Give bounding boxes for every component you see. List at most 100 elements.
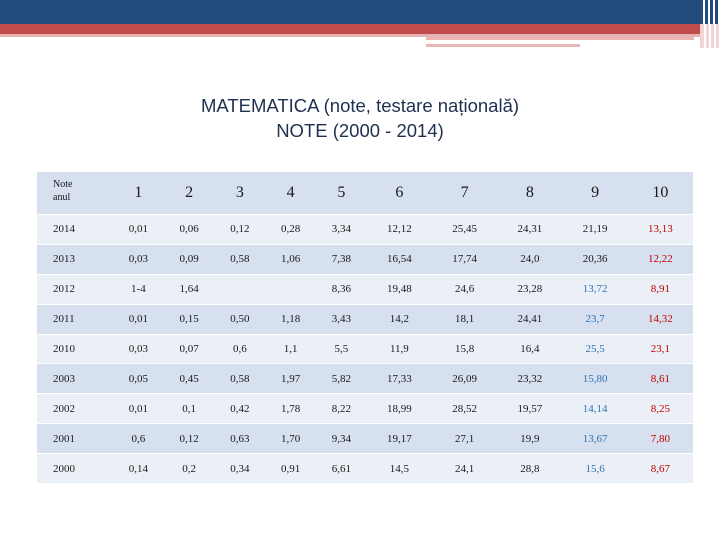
table-cell: 13,13	[627, 215, 693, 245]
table-cell: 0,50	[214, 304, 266, 335]
table-cell: 17,33	[366, 364, 432, 395]
table-cell: 0,14	[113, 454, 164, 485]
table-cell: 3,34	[316, 215, 367, 245]
row-year: 2012	[37, 274, 113, 305]
table-cell: 28,52	[432, 394, 498, 425]
table-cell: 8,22	[316, 394, 367, 425]
table-row: 2011 0,01 0,15 0,50 1,18 3,43 14,2 18,1 24,41 23,…	[37, 304, 693, 335]
table-cell: 0,01	[113, 394, 164, 425]
row-year: 2003	[37, 364, 113, 395]
table-cell: 5,82	[316, 364, 367, 395]
row-year: 2010	[37, 334, 113, 365]
table-cell: 0,12	[163, 424, 215, 455]
table-cell: 19,9	[497, 424, 563, 455]
table-cell: 0,05	[113, 364, 164, 395]
slide-title-line-1: MATEMATICA (note, testare națională)	[200, 95, 520, 116]
row-year: 2011	[37, 304, 113, 335]
row-year: 2014	[37, 215, 113, 245]
table-cell: 11,9	[366, 334, 432, 365]
table-cell: 0,45	[163, 364, 215, 395]
table-cell: 0,15	[163, 304, 215, 335]
table-cell: 12,12	[366, 215, 432, 245]
table-cell: 25,45	[432, 215, 498, 245]
top-accent-line	[0, 34, 700, 37]
column-header-grade: 6	[366, 172, 432, 215]
table-cell: 12,22	[627, 244, 693, 275]
table-cell: 18,1	[432, 304, 498, 335]
table-cell: 0,01	[113, 304, 164, 335]
table-cell: 0,58	[214, 244, 266, 275]
table-cell: 3,43	[316, 304, 367, 335]
corner-label-line: Note	[53, 179, 73, 190]
table-cell: 25,5	[562, 334, 628, 365]
table-cell: 14,14	[562, 394, 628, 425]
column-header-grade: 10	[627, 172, 693, 215]
table-row: 2003 0,05 0,45 0,58 1,97 5,82 17,33 26,09 23,32 1…	[37, 364, 693, 395]
table-cell: 23,32	[497, 364, 563, 395]
table-cell: 0,34	[214, 454, 266, 485]
table-cell: 7,80	[627, 424, 693, 455]
table-cell: 19,17	[366, 424, 432, 455]
top-accent-bar	[0, 24, 700, 34]
accent-line-right-1	[426, 37, 694, 40]
table-cell: 16,54	[366, 244, 432, 275]
table-cell: 18,99	[366, 394, 432, 425]
table-cell: 14,5	[366, 454, 432, 485]
grades-table: Note anul 1 2 3 4 5 6 7 8 9 10 2014 0,01 0,06 0,12 0,28 3…	[37, 172, 693, 485]
table-cell: 1,1	[265, 334, 316, 365]
table-row: 2012 1-4 1,64 8,36 19,48 24,6 23,28 13,72 8,91	[37, 274, 693, 305]
table-cell: 24,0	[497, 244, 563, 275]
column-header-grade: 8	[497, 172, 563, 215]
table-corner-label: Note anul	[37, 172, 113, 215]
column-header-grade: 3	[214, 172, 266, 215]
top-banner-stripes	[700, 0, 720, 24]
table-cell	[265, 274, 316, 305]
table-cell: 7,38	[316, 244, 367, 275]
table-cell: 0,06	[163, 215, 215, 245]
table-cell: 0,09	[163, 244, 215, 275]
table-cell: 0,07	[163, 334, 215, 365]
table-cell: 15,6	[562, 454, 628, 485]
slide-title-line-2: NOTE (2000 - 2014)	[276, 120, 444, 141]
table-row: 2010 0,03 0,07 0,6 1,1 5,5 11,9 15,8 16,4 25,5 23,…	[37, 334, 693, 365]
table-cell: 14,32	[627, 304, 693, 335]
table-cell: 15,8	[432, 334, 498, 365]
table-cell: 1,64	[163, 274, 215, 305]
table-cell: 21,19	[562, 215, 628, 245]
table-row: 2002 0,01 0,1 0,42 1,78 8,22 18,99 28,52 19,57 14…	[37, 394, 693, 425]
table-cell: 24,41	[497, 304, 563, 335]
table-cell: 15,80	[562, 364, 628, 395]
table-row: 2001 0,6 0,12 0,63 1,70 9,34 19,17 27,1 19,9 13,6…	[37, 424, 693, 455]
column-header-grade: 1	[113, 172, 164, 215]
row-year: 2000	[37, 454, 113, 485]
table-cell: 26,09	[432, 364, 498, 395]
table-cell: 13,67	[562, 424, 628, 455]
table-cell: 19,48	[366, 274, 432, 305]
table-header-row: Note anul 1 2 3 4 5 6 7 8 9 10	[37, 172, 693, 215]
column-header-grade: 7	[432, 172, 498, 215]
accent-line-right-2	[426, 44, 580, 47]
table-cell: 8,67	[627, 454, 693, 485]
table-cell: 0,58	[214, 364, 266, 395]
table-cell: 23,1	[627, 334, 693, 365]
table-cell: 0,1	[163, 394, 215, 425]
table-cell: 1,18	[265, 304, 316, 335]
table-cell: 0,28	[265, 215, 316, 245]
row-year: 2013	[37, 244, 113, 275]
table-cell: 0,2	[163, 454, 215, 485]
table-cell: 14,2	[366, 304, 432, 335]
table-cell: 0,01	[113, 215, 164, 245]
table-cell: 24,31	[497, 215, 563, 245]
table-cell: 17,74	[432, 244, 498, 275]
column-header-grade: 9	[562, 172, 628, 215]
table-cell: 1,97	[265, 364, 316, 395]
top-banner-bar	[0, 0, 700, 24]
table-cell: 1,70	[265, 424, 316, 455]
table-row: 2000 0,14 0,2 0,34 0,91 6,61 14,5 24,1 28,8 15,6 8…	[37, 454, 693, 485]
table-cell: 1-4	[113, 274, 164, 305]
row-year: 2002	[37, 394, 113, 425]
table-cell: 0,6	[113, 424, 164, 455]
table-cell: 13,72	[562, 274, 628, 305]
table-row: 2014 0,01 0,06 0,12 0,28 3,34 12,12 25,45 24,31 2…	[37, 215, 693, 245]
table-cell: 20,36	[562, 244, 628, 275]
